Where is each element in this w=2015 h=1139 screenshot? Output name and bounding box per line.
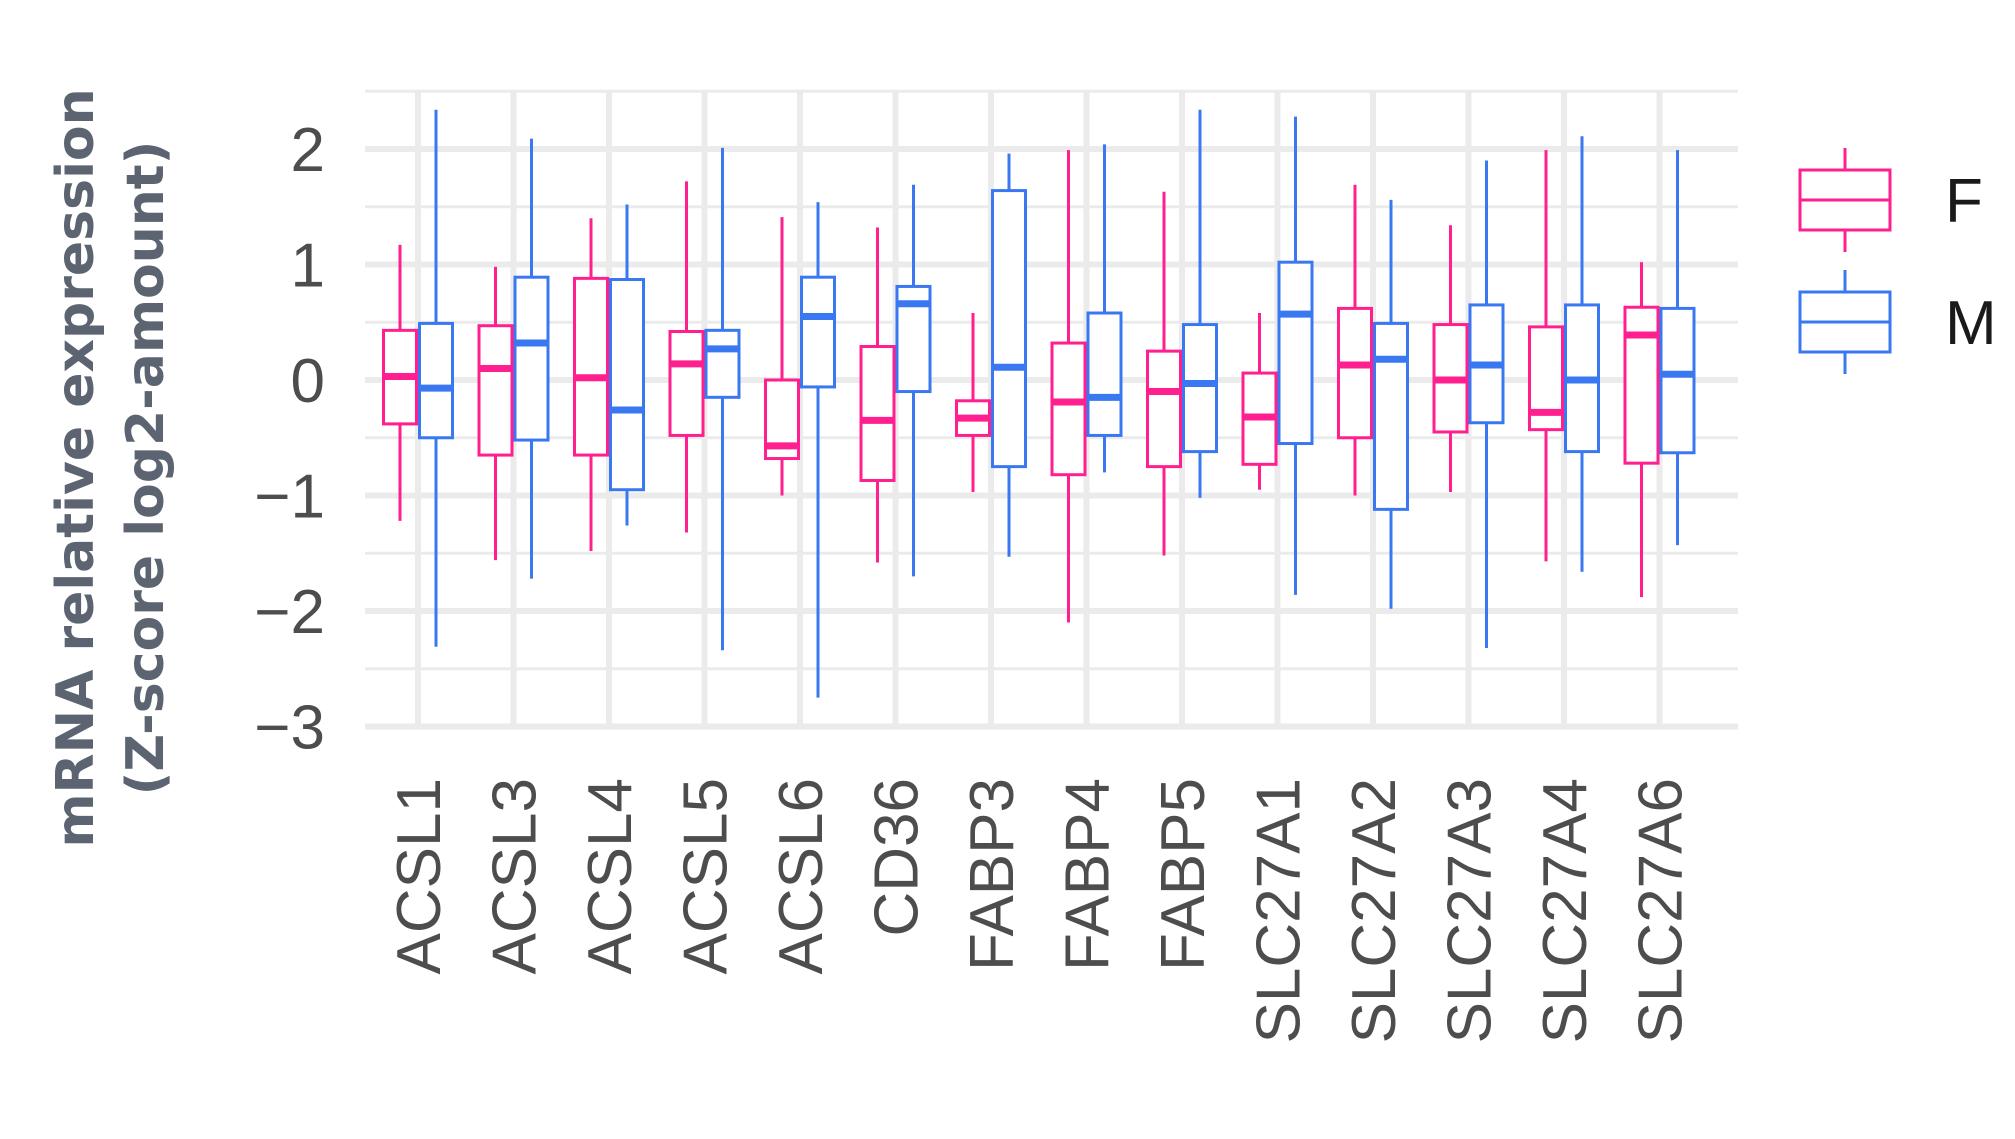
- box-M-SLC27A2: [1373, 199, 1409, 609]
- x-tick-label: SLC27A6: [1627, 778, 1696, 1043]
- box-iqr: [418, 321, 454, 440]
- box-iqr: [1146, 349, 1182, 469]
- x-tick-labels: ACSL1 ACSL3 ACSL4 ACSL5 ACSL6 CD36 FABP3 FABP4 F…: [385, 778, 1696, 1043]
- box-F-FABP4: [1050, 150, 1087, 623]
- y-tick-label: 2: [291, 116, 325, 185]
- y-tick-label: −2: [254, 578, 325, 647]
- y-tick-labels: −3 −2 −1 0 1 2: [254, 116, 325, 763]
- box-iqr: [477, 324, 514, 457]
- box-M-FABP3: [991, 153, 1027, 557]
- box-iqr: [1659, 306, 1696, 455]
- y-tick-label: −3: [254, 694, 325, 763]
- box-iqr: [573, 276, 609, 457]
- legend-item-F: F: [1798, 148, 1983, 252]
- box-F-SLC27A6: [1623, 262, 1660, 598]
- y-axis-label-line: mRNA relative expression: [46, 88, 106, 847]
- box-F-ACSL5: [668, 181, 705, 533]
- box-iqr: [1277, 260, 1314, 446]
- box-iqr: [1182, 323, 1218, 454]
- box-F-SLC27A2: [1337, 184, 1373, 496]
- box-F-ACSL6: [764, 217, 800, 496]
- y-axis-label: mRNA relative expression (Z-score log2-am…: [46, 88, 176, 847]
- x-tick-label: SLC27A3: [1436, 778, 1505, 1043]
- box-iqr: [1373, 321, 1409, 511]
- box-F-ACSL4: [573, 218, 609, 551]
- y-axis-label-line: (Z-score log2-amount): [116, 141, 176, 796]
- y-tick-label: −1: [254, 463, 325, 532]
- box-M-SLC27A3: [1468, 160, 1505, 648]
- box-iqr: [513, 275, 550, 442]
- box-iqr: [800, 275, 836, 389]
- y-tick-label: 1: [291, 232, 325, 301]
- y-tick-label: 0: [291, 347, 325, 416]
- box-M-ACSL1: [418, 109, 454, 647]
- box-M-SLC27A4: [1564, 136, 1600, 572]
- box-F-FABP3: [955, 313, 991, 493]
- box-iqr: [1337, 306, 1373, 440]
- box-iqr: [859, 345, 896, 482]
- boxes: [382, 109, 1696, 698]
- legend-label: F: [1945, 167, 1983, 236]
- box-F-CD36: [859, 227, 896, 563]
- x-tick-label: SLC27A1: [1245, 778, 1314, 1043]
- box-iqr: [1623, 305, 1660, 465]
- x-tick-label: CD36: [863, 778, 932, 937]
- box-iqr: [1086, 311, 1123, 437]
- box-F-FABP5: [1146, 191, 1182, 556]
- box-M-ACSL4: [609, 204, 645, 526]
- box-F-ACSL1: [382, 244, 418, 521]
- legend-item-M: M: [1798, 270, 1997, 374]
- x-tick-label: ACSL5: [672, 778, 741, 974]
- x-tick-label: ACSL1: [385, 778, 454, 974]
- x-tick-label: FABP4: [1054, 778, 1123, 971]
- x-tick-label: FABP5: [1149, 778, 1218, 971]
- box-iqr: [609, 278, 645, 492]
- box-F-SLC27A1: [1241, 313, 1278, 490]
- box-iqr: [704, 328, 741, 399]
- box-iqr: [668, 329, 705, 437]
- x-tick-label: SLC27A4: [1531, 778, 1600, 1043]
- box-F-SLC27A3: [1432, 225, 1469, 493]
- x-tick-label: ACSL4: [576, 778, 645, 974]
- box-F-ACSL3: [477, 266, 514, 561]
- box-M-ACSL6: [800, 202, 836, 698]
- x-tick-label: FABP3: [958, 778, 1027, 971]
- box-M-ACSL3: [513, 138, 550, 579]
- box-M-SLC27A6: [1659, 150, 1696, 546]
- legend-label: M: [1945, 289, 1997, 358]
- box-F-SLC27A4: [1528, 150, 1564, 562]
- legend: FM: [1798, 148, 1997, 374]
- box-M-ACSL5: [704, 147, 741, 651]
- x-tick-label: SLC27A2: [1340, 778, 1409, 1043]
- x-tick-label: ACSL3: [481, 778, 550, 974]
- x-tick-label: ACSL6: [767, 778, 836, 974]
- box-M-CD36: [895, 184, 932, 577]
- box-M-FABP5: [1182, 109, 1218, 498]
- box-M-SLC27A1: [1277, 116, 1314, 595]
- box-iqr: [991, 189, 1027, 469]
- box-iqr: [1050, 341, 1087, 477]
- box-M-FABP4: [1086, 144, 1123, 473]
